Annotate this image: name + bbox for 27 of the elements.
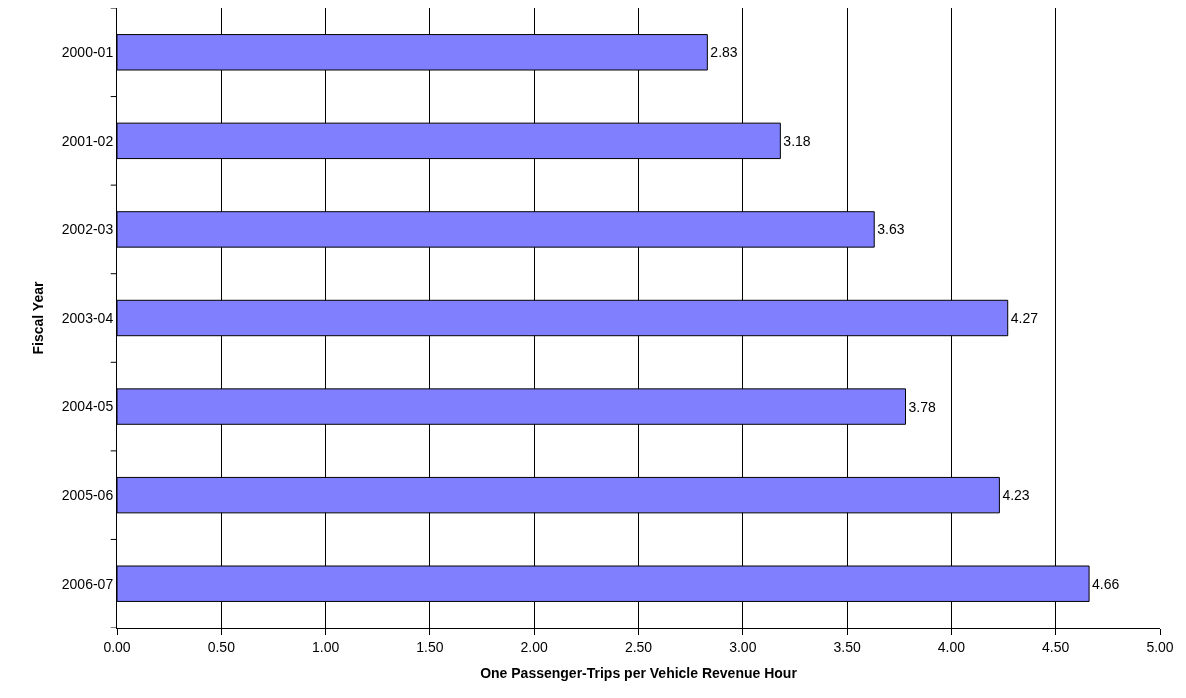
data-label: 3.63	[877, 221, 905, 238]
x-tick-label: 3.50	[833, 638, 861, 655]
y-tick-label: 2000-01	[61, 44, 114, 61]
y-tick-label: 2002-03	[61, 221, 114, 238]
data-label: 4.66	[1092, 575, 1120, 592]
x-tick-label: 1.00	[311, 638, 340, 655]
x-tick-label: 2.50	[624, 638, 653, 655]
y-axis-title: Fiscal Year	[30, 281, 47, 355]
x-tick-label: 0.00	[103, 638, 131, 655]
y-tick-label: 2006-07	[61, 575, 114, 592]
x-tick-label: 3.00	[729, 638, 757, 655]
data-label: 3.18	[783, 132, 811, 149]
data-label: 4.27	[1010, 310, 1039, 326]
data-label: 4.23	[1002, 487, 1030, 504]
x-tick-label: 1.50	[416, 638, 444, 655]
x-tick-label: 2.00	[520, 638, 549, 655]
x-tick-label: 5.00	[1146, 638, 1174, 655]
y-tick-label: 2001-02	[61, 132, 114, 149]
data-label: 3.78	[908, 398, 936, 415]
data-label: 2.83	[710, 44, 738, 61]
y-tick-label: 2005-06	[61, 487, 114, 504]
y-tick-label: 2004-05	[61, 398, 114, 415]
x-tick-label: 0.50	[207, 638, 236, 655]
x-tick-label: 4.50	[1042, 638, 1070, 655]
y-tick-label: 2003-04	[61, 309, 114, 326]
x-tick-label: 4.00	[937, 638, 966, 655]
x-axis-title: One Passenger-Trips per Vehicle Revenue Hour	[480, 665, 798, 682]
